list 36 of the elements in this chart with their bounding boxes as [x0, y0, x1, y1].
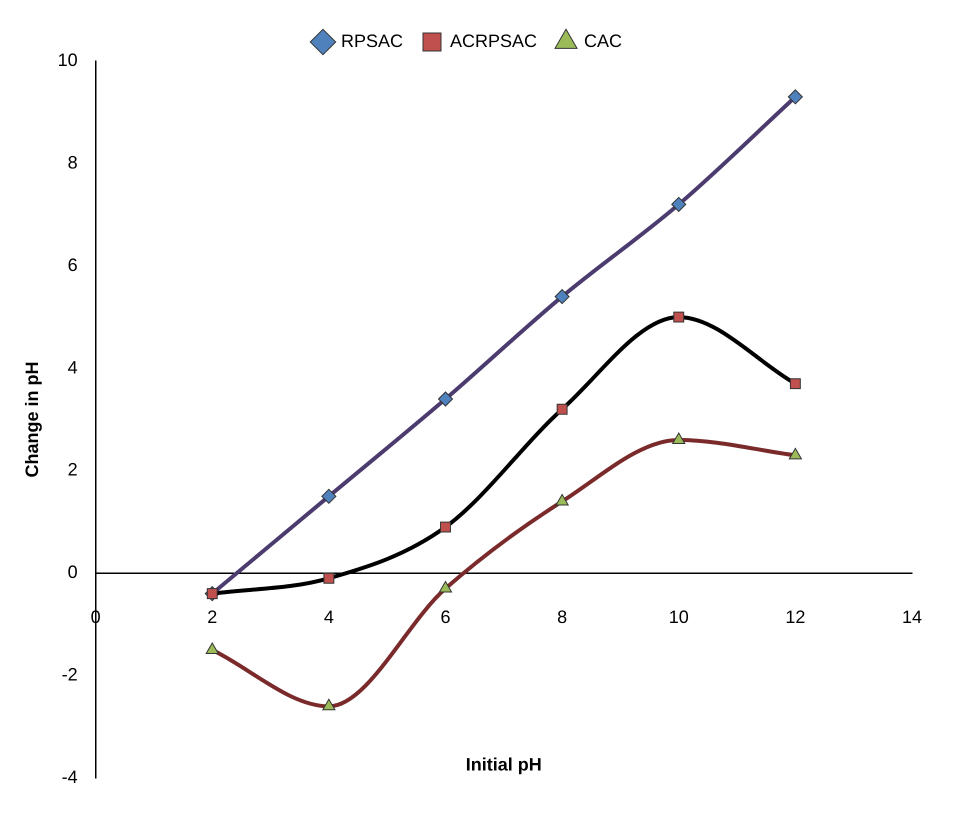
y-axis-title: Change in pH [22, 362, 42, 478]
y-tick-label: -2 [62, 664, 78, 685]
point [556, 404, 568, 415]
point [554, 289, 570, 304]
y-tick-label: 4 [68, 357, 78, 378]
y-tick-label: 0 [68, 562, 78, 582]
y-tick-label: 8 [68, 152, 78, 172]
y-tick-label: 6 [68, 254, 78, 275]
point [556, 494, 569, 506]
legend-label: CAC [584, 30, 622, 51]
point [788, 448, 802, 460]
legend-label: ACRPSAC [450, 30, 538, 51]
x-tick-label: 8 [557, 606, 568, 627]
point [322, 698, 336, 710]
point [790, 378, 801, 390]
point [671, 196, 686, 212]
point [321, 488, 336, 504]
x-axis-title: Initial pH [466, 754, 542, 775]
point [323, 572, 334, 584]
point [788, 89, 803, 104]
y-tick-label: 2 [68, 460, 78, 480]
x-tick-label: 6 [440, 606, 450, 627]
point [673, 312, 684, 323]
y-tick-label: 10 [58, 50, 78, 70]
point [206, 642, 219, 654]
point [438, 581, 452, 593]
point [440, 522, 451, 532]
point [438, 392, 453, 407]
y-tick-label: -4 [62, 766, 78, 787]
x-tick-label: 4 [324, 606, 334, 627]
x-tick-label: 10 [668, 606, 689, 627]
legend-label: RPSAC [340, 30, 403, 51]
x-tick-label: 2 [207, 606, 218, 627]
x-tick-label: 14 [902, 606, 922, 627]
point [672, 432, 686, 444]
x-tick-label: 12 [785, 606, 806, 627]
